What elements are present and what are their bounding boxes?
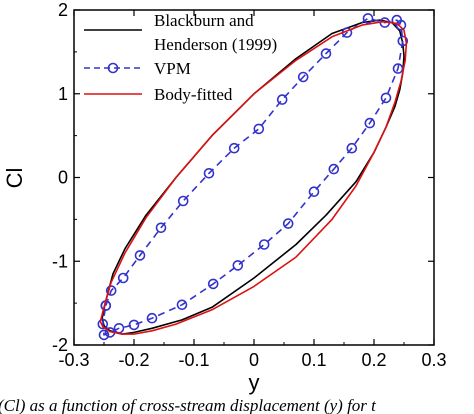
y-axis-label: Cl	[2, 168, 27, 189]
vpm-data-point	[146, 312, 158, 324]
y-tick-label: -2	[52, 335, 68, 355]
y-tick-label: -1	[52, 251, 68, 271]
vpm-data-point	[362, 13, 374, 24]
legend-label-vpm: VPM	[154, 59, 191, 78]
x-tick-label: 0.3	[421, 350, 446, 370]
vpm-data-point	[297, 71, 309, 83]
vpm-data-point	[364, 117, 376, 129]
x-tick-label: 0.1	[301, 350, 326, 370]
plot-content	[97, 13, 409, 341]
legend-label-blackburn-line1: Blackburn and	[154, 11, 254, 30]
vpm-data-point	[397, 35, 409, 47]
legend: Blackburn and Henderson (1999) VPM Body-…	[84, 11, 277, 104]
y-tick-label: 1	[58, 84, 68, 104]
vpm-data-point	[395, 19, 407, 31]
vpm-data-point	[98, 329, 110, 341]
vpm-data-point	[392, 63, 404, 74]
vpm-data-point	[320, 48, 332, 59]
x-tick-label: 0	[249, 350, 259, 370]
vpm-data-point	[282, 218, 294, 229]
vpm-data-point	[105, 285, 117, 296]
y-tick-label: 2	[58, 0, 68, 20]
vpm-data-point	[128, 319, 140, 331]
vpm-data-point	[380, 92, 392, 104]
vpm-data-point	[177, 195, 189, 207]
legend-swatch-vpm-marker	[107, 62, 119, 74]
legend-label-blackburn-line2: Henderson (1999)	[154, 35, 277, 54]
plot-frame	[73, 9, 435, 346]
vpm-data-point	[228, 142, 240, 154]
vpm-data-point	[155, 222, 167, 234]
vpm-data-point	[134, 250, 146, 261]
x-axis-ticks: -0.3 -0.2 -0.1 0 0.1 0.2 0.3	[58, 10, 447, 370]
vpm-data-point	[232, 260, 244, 271]
vpm-data-point	[346, 142, 358, 154]
vpm-data-point	[276, 94, 288, 105]
x-tick-label: 0.2	[361, 350, 386, 370]
figure-caption: (Cl) as a function of cross-stream displ…	[0, 396, 377, 414]
x-tick-label: -0.1	[178, 350, 209, 370]
x-axis-label: y	[249, 370, 260, 395]
vpm-data-point	[207, 278, 219, 290]
x-tick-label: -0.2	[118, 350, 149, 370]
vpm-data-point	[97, 318, 109, 330]
y-axis-ticks: -2 -1 0 1 2	[52, 0, 434, 355]
vpm-data-point	[308, 186, 320, 197]
vpm-data-point	[203, 168, 215, 179]
vpm-data-point	[253, 123, 265, 135]
vpm-data-point	[176, 299, 188, 311]
series-line-vpm	[102, 17, 404, 336]
vpm-data-point	[258, 239, 270, 250]
y-tick-label: 0	[58, 168, 68, 188]
vpm-data-point	[328, 163, 340, 175]
vpm-data-point	[117, 272, 129, 284]
series-line-body-fitted	[99, 20, 408, 335]
x-tick-label: -0.3	[58, 350, 89, 370]
legend-label-body-fitted: Body-fitted	[154, 85, 233, 104]
